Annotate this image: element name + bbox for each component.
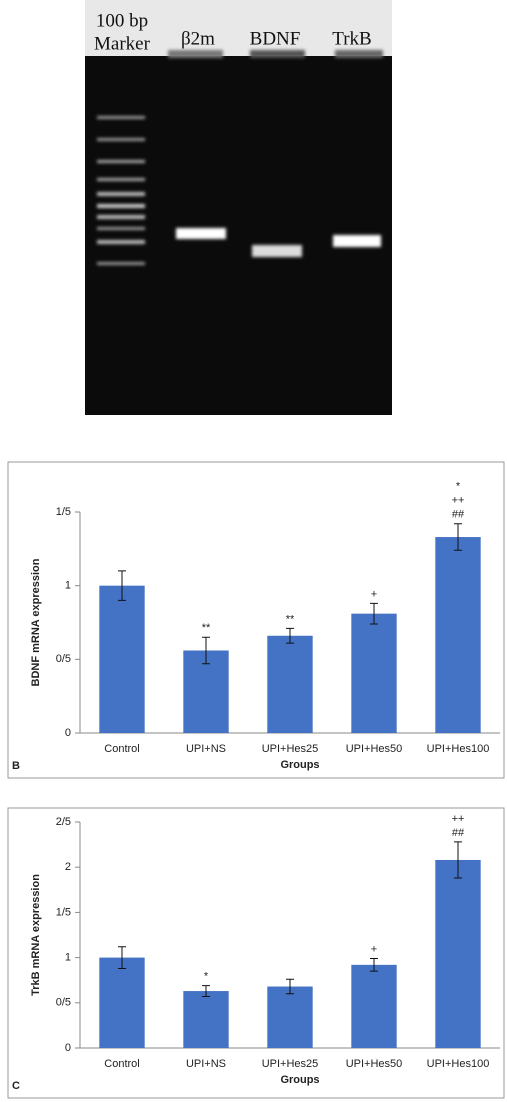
bar <box>351 965 396 1048</box>
significance-label: ** <box>202 622 211 634</box>
x-tick-label: Control <box>104 1058 139 1070</box>
significance-label: ** <box>286 613 295 625</box>
bar <box>99 958 144 1048</box>
panel-label: B <box>12 760 20 772</box>
figure: 100 bp Marker β2m BDNF TrkB 0 0/5 1 1/5 Cont… <box>0 0 507 1102</box>
significance-label: + <box>371 588 377 600</box>
gel-label: β2m <box>181 28 215 49</box>
bar <box>267 987 312 1048</box>
bar <box>351 614 396 733</box>
x-tick-label: UPI+Hes25 <box>262 1058 319 1070</box>
gel-label: BDNF <box>250 28 301 49</box>
gel-label: 100 bp <box>96 10 148 31</box>
bar <box>435 537 480 733</box>
y-axis-label: BDNF mRNA expression <box>30 558 42 686</box>
significance-label: ++ <box>452 495 465 507</box>
x-tick-label: UPI+Hes100 <box>427 743 490 755</box>
y-tick-label: 0 <box>65 727 71 739</box>
y-tick-label: 0/5 <box>56 653 71 665</box>
gel-label: Marker <box>94 33 151 54</box>
y-tick-label: 1 <box>65 952 71 964</box>
significance-label: * <box>204 971 209 983</box>
x-tick-label: UPI+Hes50 <box>346 1058 403 1070</box>
gel-label: TrkB <box>332 28 371 49</box>
significance-label: * <box>456 481 461 493</box>
significance-label: ++ <box>452 813 465 825</box>
x-tick-label: UPI+NS <box>186 1058 226 1070</box>
significance-label: ## <box>452 509 465 521</box>
bar <box>183 991 228 1048</box>
x-tick-label: Control <box>104 743 139 755</box>
x-tick-label: UPI+Hes25 <box>262 743 319 755</box>
y-tick-label: 1/5 <box>56 906 71 918</box>
x-tick-label: UPI+NS <box>186 743 226 755</box>
bar <box>99 586 144 733</box>
x-axis-label: Groups <box>280 759 319 771</box>
x-axis-label: Groups <box>280 1074 319 1086</box>
y-tick-label: 0 <box>65 1042 71 1054</box>
panel-label: C <box>12 1080 20 1092</box>
y-tick-label: 0/5 <box>56 997 71 1009</box>
y-tick-label: 1/5 <box>56 506 71 518</box>
x-tick-label: UPI+Hes100 <box>427 1058 490 1070</box>
bar <box>267 636 312 733</box>
x-tick-label: UPI+Hes50 <box>346 743 403 755</box>
y-tick-label: 2 <box>65 861 71 873</box>
chart-frame <box>8 808 504 1098</box>
y-axis-label: TrkB mRNA expression <box>30 874 42 996</box>
significance-label: ## <box>452 827 465 839</box>
bar <box>435 860 480 1048</box>
gel-image: 100 bp Marker β2m BDNF TrkB <box>85 0 392 415</box>
chart-frame <box>8 462 504 778</box>
significance-label: + <box>371 943 377 955</box>
y-tick-label: 2/5 <box>56 816 71 828</box>
y-tick-label: 1 <box>65 580 71 592</box>
